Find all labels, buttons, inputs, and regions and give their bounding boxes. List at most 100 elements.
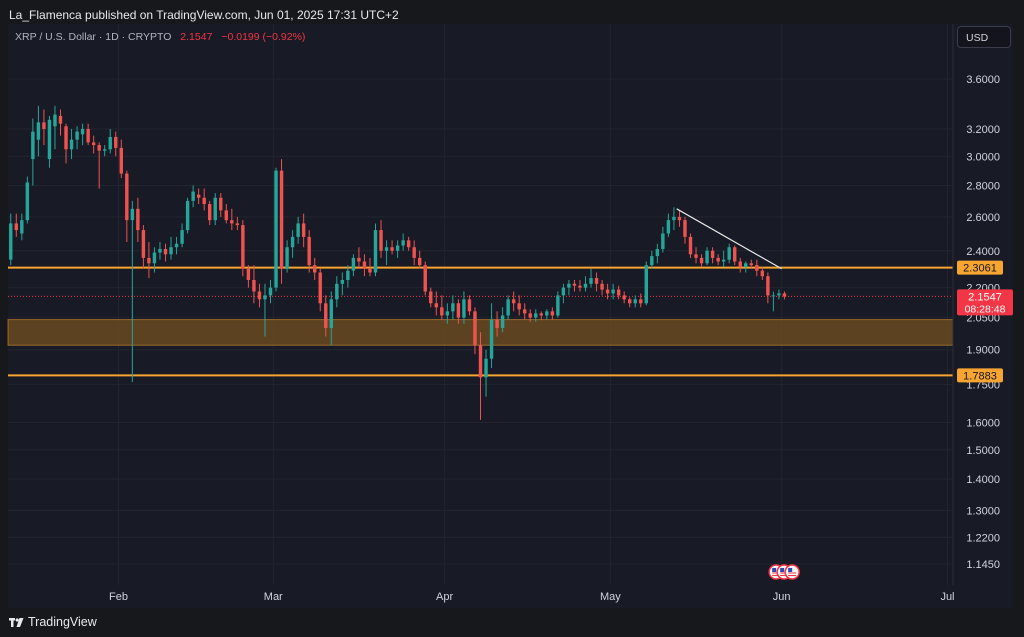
candle <box>268 279 273 304</box>
candle-body <box>25 182 30 221</box>
candle-body <box>274 170 278 288</box>
candle <box>677 210 682 227</box>
level-label: 1.7883 <box>963 370 997 382</box>
candle <box>351 254 356 277</box>
candle-body <box>777 293 781 296</box>
publish-text: La_Flamenca published on TradingView.com… <box>9 8 399 22</box>
candle-body <box>191 191 195 201</box>
y-tick-label: 3.0000 <box>966 151 1000 163</box>
candle-body <box>318 272 322 304</box>
candle-body <box>622 295 626 300</box>
candle-body <box>550 311 555 316</box>
candle-body <box>207 204 212 221</box>
candle <box>633 295 637 308</box>
candle <box>346 265 350 288</box>
candle-body <box>716 257 720 262</box>
candle <box>534 309 538 322</box>
candle-body <box>390 247 394 251</box>
candle <box>357 247 361 269</box>
y-tick-label: 2.8000 <box>966 180 1000 192</box>
candle-body <box>64 126 68 150</box>
candle <box>467 295 472 316</box>
candle <box>180 223 184 248</box>
candle <box>25 176 30 224</box>
candle-body <box>732 247 737 262</box>
candle <box>53 105 57 150</box>
candle <box>445 303 450 324</box>
candle <box>771 291 776 312</box>
candle-body <box>600 283 604 290</box>
candle-body <box>279 170 284 269</box>
candle <box>423 261 427 296</box>
candle-body <box>224 210 229 221</box>
candle <box>578 279 582 292</box>
y-tick-label: 1.6000 <box>966 417 1000 429</box>
candle <box>495 311 499 337</box>
candle-body <box>395 245 400 251</box>
candle <box>489 303 494 368</box>
candle <box>230 208 234 231</box>
candle <box>9 213 13 266</box>
y-tick-label: 2.6000 <box>966 212 1000 224</box>
candle <box>744 261 748 273</box>
candle-body <box>412 247 416 258</box>
candle-body <box>506 299 510 316</box>
candle <box>600 279 604 296</box>
y-tick-label: 1.5000 <box>966 445 1000 457</box>
level-label-bg <box>957 368 1003 383</box>
candle-body <box>644 265 649 304</box>
candle <box>340 272 345 296</box>
candle <box>20 213 24 241</box>
candle <box>301 213 306 248</box>
candle <box>639 293 643 308</box>
x-tick-label: Apr <box>436 591 453 603</box>
candle <box>219 193 223 217</box>
last-price-label-bg <box>957 289 1013 316</box>
candle <box>716 254 720 266</box>
x-tick-label: Jun <box>773 591 791 603</box>
candle-body <box>539 313 544 316</box>
candle-body <box>42 122 46 129</box>
level-label: 2.3061 <box>963 263 997 275</box>
candle <box>207 200 212 226</box>
candle-body <box>340 279 345 284</box>
candle-body <box>495 319 499 328</box>
candle <box>14 213 19 237</box>
candle <box>141 225 146 269</box>
candle <box>699 254 704 267</box>
candle <box>655 243 660 264</box>
candle-body <box>125 173 129 221</box>
candle-body <box>219 197 223 211</box>
candle-body <box>152 252 157 264</box>
candle-body <box>257 291 262 300</box>
candle <box>406 236 411 251</box>
symbol-legend: XRP / U.S. Dollar · 1D · CRYPTO 2.1547 −… <box>15 31 305 43</box>
overlay-layer <box>676 208 800 580</box>
candle-body <box>401 240 405 246</box>
candle-body <box>246 268 251 280</box>
candle-body <box>180 230 184 244</box>
candle <box>567 279 571 296</box>
y-tick-label: 2.4000 <box>966 246 1000 258</box>
currency-button[interactable]: USD <box>957 26 1011 48</box>
candle-body <box>727 247 731 260</box>
candle <box>163 243 168 262</box>
candle <box>279 159 284 284</box>
candle <box>550 307 555 320</box>
candle-body <box>301 223 306 237</box>
countdown-label: 08:28:48 <box>965 303 1006 315</box>
candle-body <box>572 283 577 286</box>
candle <box>528 309 532 322</box>
x-tick-label: Mar <box>264 591 283 603</box>
candle <box>710 247 715 264</box>
candle <box>517 295 521 316</box>
candle-body <box>307 236 311 266</box>
candle-body <box>755 265 759 271</box>
candle <box>335 276 339 308</box>
candle <box>235 216 240 231</box>
candle-body <box>556 295 560 316</box>
candle-body <box>75 131 79 140</box>
candle-body <box>594 278 599 284</box>
candle-body <box>53 114 57 127</box>
